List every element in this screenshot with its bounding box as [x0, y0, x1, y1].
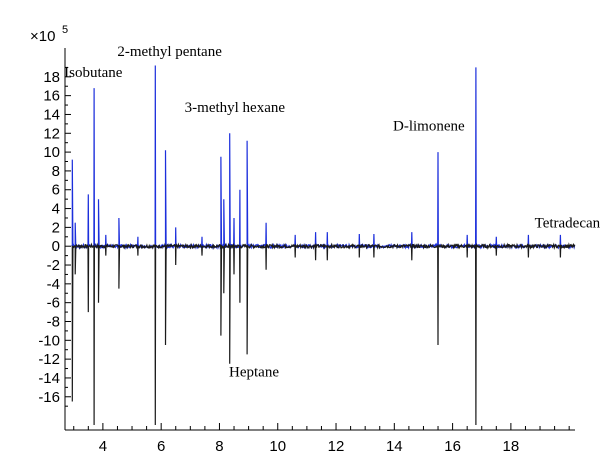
- scale-base-text: ×10: [30, 28, 55, 45]
- y-tick-label: -2: [47, 257, 60, 274]
- scale-factor-label: ×10 5: [30, 24, 68, 45]
- bottom-trace-line: [71, 242, 576, 426]
- y-tick-label: -10: [38, 332, 60, 349]
- x-tick-label: 16: [444, 438, 461, 455]
- y-tick-label: -8: [47, 313, 60, 330]
- x-tick-label: 6: [157, 438, 165, 455]
- y-tick-label: -16: [38, 389, 60, 406]
- y-tick-label: -4: [47, 276, 60, 293]
- y-tick-label: 10: [43, 144, 60, 161]
- x-tick-label: 4: [99, 438, 107, 455]
- x-tick-label: 18: [503, 438, 520, 455]
- y-tick-label: 12: [43, 125, 60, 142]
- scale-exponent-text: 5: [62, 24, 68, 36]
- y-tick-label: 14: [43, 106, 60, 123]
- peak-annotation: D-limonene: [393, 119, 465, 135]
- peak-annotation: Tetradecane: [535, 215, 600, 231]
- x-tick-label: 8: [215, 438, 223, 455]
- top-trace-line: [71, 65, 576, 251]
- y-tick-label: -6: [47, 295, 60, 312]
- y-tick-label: 0: [52, 238, 60, 255]
- y-tick-label: -12: [38, 351, 60, 368]
- annotations: Isobutane 2-methyl pentane 3-methyl hexane…: [64, 44, 600, 381]
- peak-annotation: Isobutane: [64, 65, 123, 81]
- y-tick-label: 2: [52, 219, 60, 236]
- top-trace: [71, 65, 576, 251]
- x-tick-label: 12: [328, 438, 345, 455]
- y-tick-label: 18: [43, 69, 60, 86]
- peak-annotation: 3-methyl hexane: [185, 100, 286, 116]
- y-tick-label: 8: [52, 163, 60, 180]
- y-tick-label: 4: [52, 201, 60, 218]
- peak-annotation: Heptane: [229, 365, 279, 381]
- y-tick-label: 16: [43, 88, 60, 105]
- x-tick-label: 10: [269, 438, 286, 455]
- peak-annotation: 2-methyl pentane: [117, 44, 222, 60]
- y-tick-label: 6: [52, 182, 60, 199]
- y-tick-label: -14: [38, 370, 60, 387]
- bottom-trace: [71, 242, 576, 426]
- x-tick-label: 14: [386, 438, 403, 455]
